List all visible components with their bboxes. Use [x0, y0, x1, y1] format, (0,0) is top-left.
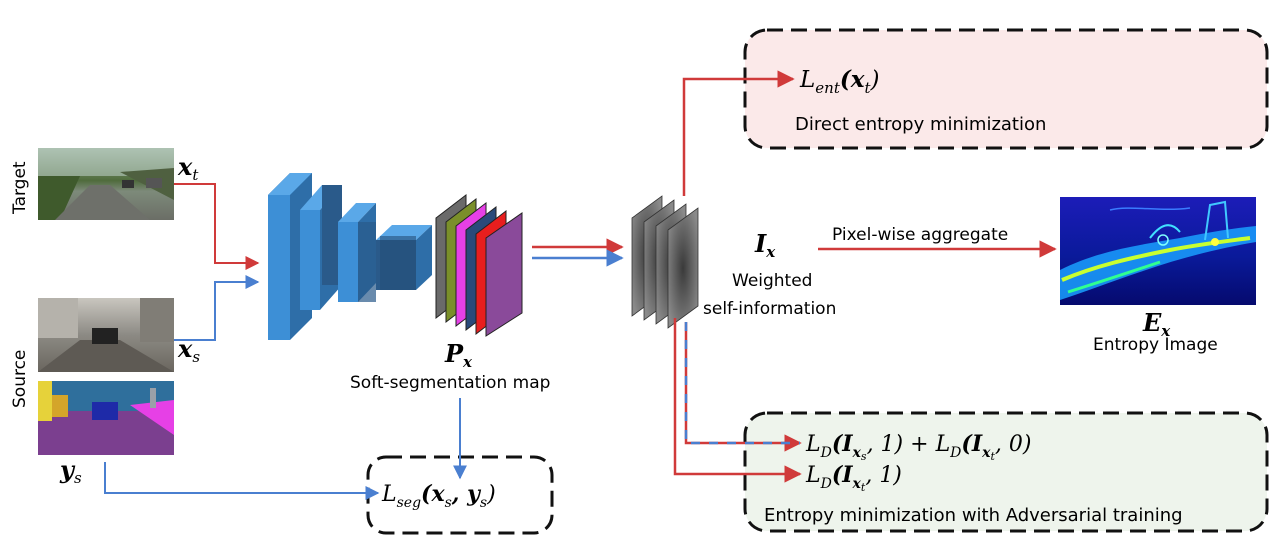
- target-side-label: Target: [10, 161, 30, 215]
- adversarial-loss-formula-2: LD(Ixt, 1): [805, 462, 902, 494]
- adversarial-red-branch: [673, 318, 802, 483]
- x-t-symbol: xt: [177, 152, 199, 184]
- e-x-symbol: Ex: [1142, 308, 1171, 340]
- target-image: [38, 148, 174, 220]
- source-image: [38, 298, 174, 372]
- direct-entropy-caption: Direct entropy minimization: [795, 114, 1046, 135]
- source-label-map: [38, 381, 174, 455]
- adversarial-caption: Entropy minimization with Adversarial tr…: [764, 505, 1183, 526]
- entropy-image-label: Entropy Image: [1093, 335, 1218, 355]
- adversarial-box: [743, 411, 1269, 533]
- weighted-label: Weighted: [732, 271, 812, 291]
- source-side-label: Source: [10, 350, 30, 408]
- aggregate-arrow-label: Pixel-wise aggregate: [832, 225, 1008, 245]
- x-s-symbol: xs: [177, 334, 200, 366]
- segmentation-loss-formula: Lseg(xs, ys): [381, 481, 496, 511]
- adversarial-loss-formula-1: LD(Ixs, 1) + LD(Ixt, 0): [805, 431, 1031, 463]
- segmentation-network: [268, 173, 432, 340]
- source-arrow: [174, 275, 260, 341]
- entropy-loss-formula: Lent(xt): [799, 66, 879, 97]
- adversarial-mixed-branch-blue: [684, 322, 800, 445]
- self-information-stack: [631, 195, 699, 329]
- soft-segmentation-label: Soft-segmentation map: [350, 373, 550, 393]
- target-arrow: [174, 183, 260, 270]
- i-x-symbol: Ix: [754, 229, 776, 261]
- self-information-label: self-information: [703, 299, 836, 319]
- p-x-symbol: Px: [444, 339, 473, 371]
- y-s-symbol: ys: [59, 455, 82, 487]
- soft-segmentation-stack: [435, 193, 523, 337]
- y-s-to-seg-arrow: [104, 462, 380, 500]
- entropy-image: [1060, 197, 1256, 305]
- direct-entropy-box: [743, 28, 1269, 150]
- entropy-branch-arrow: [682, 70, 795, 196]
